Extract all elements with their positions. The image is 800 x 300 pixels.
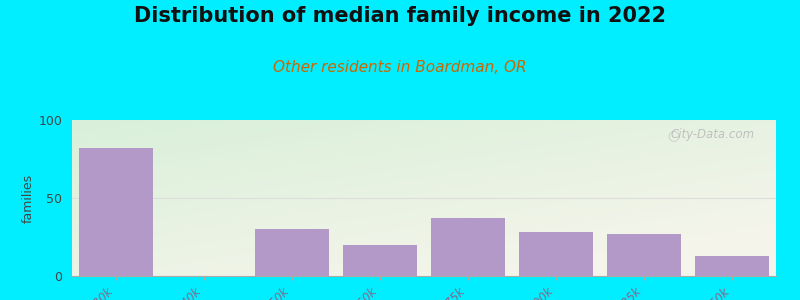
Bar <box>254 229 330 276</box>
Bar <box>606 234 682 276</box>
Bar <box>342 245 418 276</box>
Text: ○: ○ <box>667 128 679 142</box>
Text: Distribution of median family income in 2022: Distribution of median family income in … <box>134 6 666 26</box>
Bar <box>694 256 770 276</box>
Text: City-Data.com: City-Data.com <box>670 128 755 141</box>
Text: Other residents in Boardman, OR: Other residents in Boardman, OR <box>273 60 527 75</box>
Bar <box>518 232 594 276</box>
Y-axis label: families: families <box>22 173 34 223</box>
Bar <box>78 148 154 276</box>
Bar <box>430 218 506 276</box>
